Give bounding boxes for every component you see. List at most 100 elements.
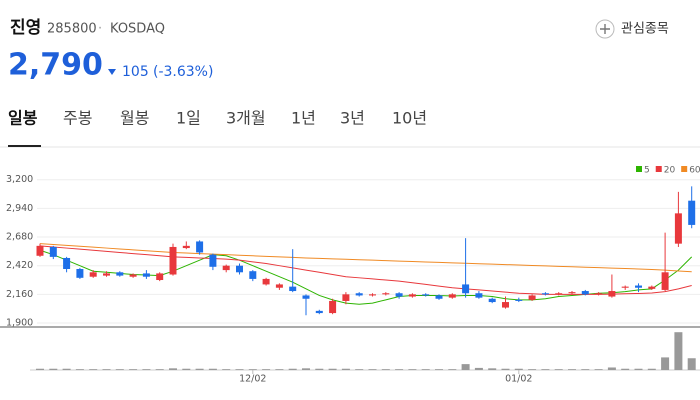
volume-bar (461, 364, 470, 370)
volume-bar (607, 367, 616, 370)
volume-bar (222, 369, 231, 370)
period-tabs: 일봉 주봉 월봉 1일 3개월 1년 3년 10년 (8, 109, 427, 128)
candle-body (435, 295, 443, 299)
candle-body (581, 291, 589, 295)
volume-bar (395, 369, 404, 370)
market: KOSDAQ (110, 22, 165, 37)
candle-body (222, 265, 230, 271)
volume-bar (528, 369, 537, 370)
plus-icon (600, 24, 610, 34)
legend-swatch (636, 166, 642, 172)
candle-body (182, 245, 190, 249)
period-tab[interactable]: 1년 (291, 109, 316, 128)
volume-bar (674, 332, 683, 370)
period-tab[interactable]: 3년 (340, 109, 365, 128)
watch-button[interactable]: 관심종목 (595, 19, 669, 39)
watch-icon (595, 19, 615, 39)
candle-body (262, 278, 270, 285)
volume-bar (594, 369, 603, 370)
y-tick-label: 2,680 (6, 232, 33, 243)
period-tab[interactable]: 월봉 (120, 109, 149, 128)
volume-bar (195, 368, 204, 370)
legend-label: 20 (664, 166, 676, 176)
x-tick-label: 12/02 (239, 374, 266, 385)
volume-bar (687, 358, 696, 370)
candle-body (249, 271, 257, 279)
candle-body (408, 294, 416, 297)
volume-bar (75, 369, 84, 370)
y-tick-label: 3,200 (6, 174, 33, 185)
candle-body (76, 268, 84, 278)
volume-bar (341, 368, 350, 370)
candle-body (342, 294, 350, 301)
volume-bar (435, 369, 443, 370)
watch-label: 관심종목 (621, 22, 669, 37)
candle-body (502, 302, 509, 308)
chart: 1,900 2,160 2,420 2,680 2,940 3,200 12/02 01/02… (0, 166, 700, 385)
candle-body (488, 298, 496, 303)
y-tick-label: 2,940 (6, 203, 33, 214)
candle-body (422, 294, 430, 296)
y-tick-label: 1,900 (6, 317, 33, 328)
candle-body (116, 272, 124, 276)
volume-bar (448, 369, 457, 370)
volume-bar (102, 369, 111, 370)
period-tab[interactable]: 주봉 (63, 109, 92, 128)
candle-body (595, 293, 603, 295)
volume-bar (62, 368, 71, 370)
candle-body (169, 246, 177, 275)
candle-body (63, 257, 71, 269)
candle-body (49, 246, 57, 257)
candle-body (462, 284, 470, 294)
candle-body (528, 295, 536, 300)
volume-bar (235, 369, 244, 370)
candle-body (289, 286, 297, 292)
volume-bar (49, 368, 58, 370)
period-tab[interactable]: 1일 (176, 109, 201, 128)
volume-bar (169, 368, 177, 370)
candle-body (621, 286, 629, 288)
candle-body (302, 295, 310, 299)
volume-bar (581, 369, 590, 370)
candle-body (275, 284, 283, 288)
candle-body (688, 200, 696, 225)
volume-bar (541, 369, 550, 370)
x-tick-label: 01/02 (505, 374, 532, 385)
volume-bar (661, 357, 670, 370)
candle-body (661, 272, 669, 290)
volume-bar (155, 369, 164, 370)
volume-bar (315, 368, 324, 370)
period-tab[interactable]: 일봉 (8, 109, 38, 128)
candle-body (209, 254, 217, 267)
period-tab[interactable]: 10년 (392, 109, 427, 128)
candle-body (103, 273, 110, 276)
volume-bar (142, 369, 151, 370)
candle-body (36, 245, 44, 256)
stock-name: 진영 (10, 18, 41, 38)
price: 2,790 (8, 48, 103, 83)
volume-bar (554, 369, 563, 370)
volume-bar (115, 369, 124, 370)
candle-body (555, 293, 563, 295)
legend-label: 60 (689, 166, 700, 176)
volume-bar (501, 368, 510, 370)
candle-body (315, 310, 323, 314)
candle-body (89, 272, 97, 277)
volume-bar (328, 368, 337, 370)
volume-bar (288, 368, 297, 370)
candle-body (355, 293, 363, 296)
period-tab[interactable]: 3개월 (226, 109, 266, 128)
candle-body (515, 299, 523, 301)
moving-average (39, 243, 692, 273)
volume-bar (621, 368, 630, 370)
volume-bar (474, 367, 483, 370)
candle-body (142, 273, 150, 277)
candle-body (329, 300, 337, 314)
candle-body (674, 213, 682, 244)
candle-body (648, 286, 656, 289)
volume-bar (208, 368, 217, 370)
volume-bar (634, 368, 643, 370)
volume-bar (302, 368, 310, 370)
candle-body (369, 294, 376, 296)
volume-bar (36, 368, 44, 370)
